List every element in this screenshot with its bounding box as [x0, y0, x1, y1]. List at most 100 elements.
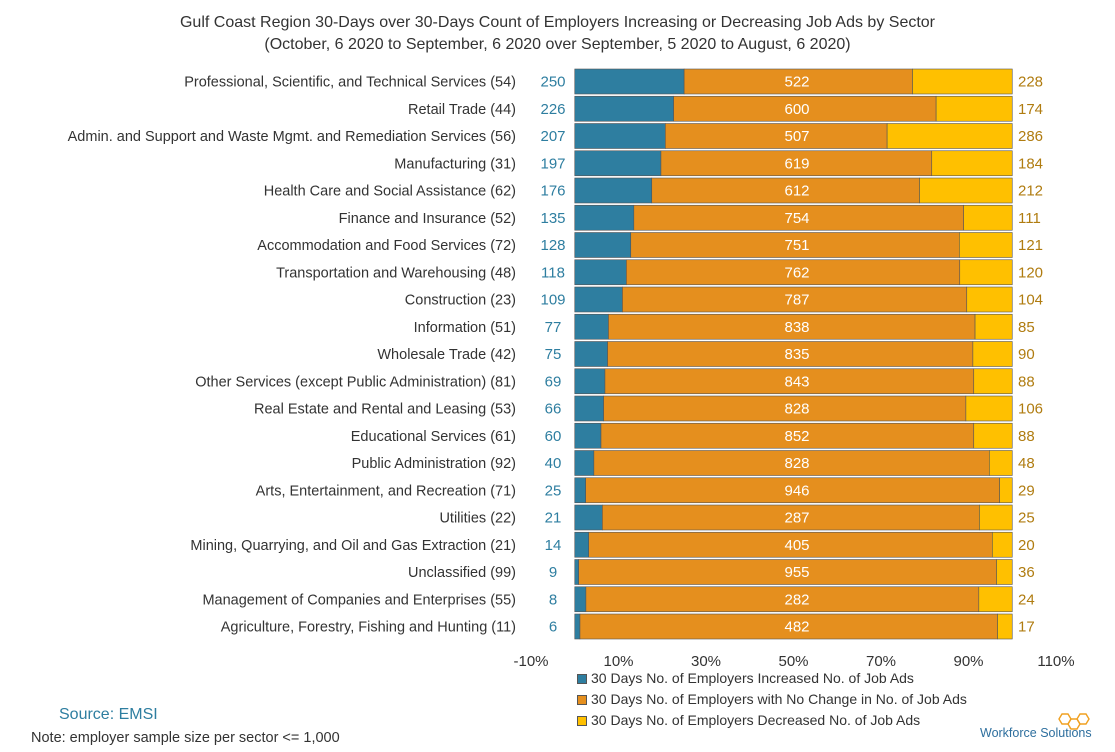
- data-label-no-change: 287: [784, 510, 809, 527]
- bar-decreased: [963, 204, 1013, 231]
- data-label-decreased: 121: [1018, 237, 1043, 254]
- bar-decreased: [974, 313, 1013, 340]
- data-label-decreased: 48: [1018, 455, 1035, 472]
- workforce-solutions-logo: Workforce Solutions: [980, 712, 1100, 746]
- bar-increased: [574, 422, 602, 449]
- bar-decreased: [935, 95, 1013, 122]
- category-label: Wholesale Trade (42): [377, 347, 516, 363]
- bar-decreased: [978, 586, 1013, 613]
- category-label: Health Care and Social Assistance (62): [264, 184, 516, 200]
- data-label-increased: 176: [540, 183, 565, 200]
- bar-no-change: [683, 68, 913, 95]
- x-tick-label: -10%: [513, 653, 548, 670]
- data-label-no-change: 828: [784, 455, 809, 472]
- data-label-decreased: 184: [1018, 155, 1043, 172]
- hexagon-logo-icon: [1058, 713, 1090, 730]
- bar-decreased: [999, 477, 1013, 504]
- category-label: Transportation and Warehousing (48): [276, 265, 516, 281]
- data-label-no-change: 828: [784, 401, 809, 418]
- x-tick-label: 110%: [1037, 653, 1074, 670]
- bar-decreased: [931, 150, 1013, 177]
- data-label-decreased: 85: [1018, 319, 1035, 336]
- bar-decreased: [973, 422, 1013, 449]
- data-label-decreased: 174: [1018, 101, 1043, 118]
- data-label-increased: 135: [540, 210, 565, 227]
- x-tick-label: 50%: [778, 653, 808, 670]
- data-label-decreased: 120: [1018, 264, 1043, 281]
- bar-no-change: [651, 177, 920, 204]
- data-label-increased: 118: [541, 264, 565, 281]
- data-label-decreased: 29: [1018, 482, 1035, 499]
- data-label-increased: 6: [549, 619, 557, 636]
- data-label-decreased: 17: [1018, 619, 1035, 636]
- data-label-increased: 21: [545, 510, 562, 527]
- data-label-increased: 75: [545, 346, 562, 363]
- bar-increased: [574, 368, 606, 395]
- data-label-increased: 128: [540, 237, 565, 254]
- data-label-no-change: 754: [784, 210, 809, 227]
- data-label-no-change: 955: [784, 564, 809, 581]
- data-label-decreased: 88: [1018, 428, 1035, 445]
- bar-decreased: [979, 504, 1013, 531]
- category-label: Mining, Quarrying, and Oil and Gas Extra…: [190, 538, 516, 554]
- bar-decreased: [959, 232, 1013, 258]
- category-label: Retail Trade (44): [408, 102, 516, 118]
- category-label: Unclassified (99): [408, 565, 516, 581]
- bar-decreased: [959, 259, 1013, 286]
- data-label-no-change: 600: [784, 101, 809, 118]
- data-label-increased: 9: [549, 564, 557, 581]
- bar-increased: [574, 204, 635, 231]
- bar-increased: [574, 313, 609, 340]
- data-label-increased: 197: [540, 155, 565, 172]
- category-label: Accommodation and Food Services (72): [257, 238, 516, 254]
- legend-swatch: [577, 673, 587, 684]
- bar-increased: [574, 177, 653, 204]
- data-label-no-change: 619: [784, 155, 809, 172]
- category-label: Information (51): [414, 320, 516, 336]
- data-label-decreased: 36: [1018, 564, 1035, 581]
- data-label-no-change: 522: [784, 74, 809, 91]
- bar-increased: [574, 531, 590, 558]
- data-label-increased: 226: [540, 101, 565, 118]
- bar-no-change: [602, 504, 980, 531]
- sample-size-note: Note: employer sample size per sector <=…: [31, 730, 340, 746]
- data-label-increased: 250: [540, 74, 565, 91]
- data-label-no-change: 835: [784, 346, 809, 363]
- bar-increased: [574, 613, 581, 640]
- category-label: Educational Services (61): [351, 429, 516, 445]
- bar-increased: [574, 450, 595, 476]
- bar-no-change: [604, 368, 975, 395]
- bar-no-change: [626, 259, 961, 286]
- data-label-decreased: 25: [1018, 510, 1035, 527]
- data-label-decreased: 24: [1018, 591, 1035, 608]
- bar-no-change: [630, 232, 960, 258]
- data-label-no-change: 482: [784, 619, 809, 636]
- data-label-no-change: 751: [784, 237, 809, 254]
- data-label-increased: 14: [545, 537, 562, 554]
- bar-decreased: [992, 531, 1013, 558]
- data-label-increased: 66: [545, 401, 562, 418]
- data-label-increased: 109: [540, 292, 565, 309]
- category-label: Management of Companies and Enterprises …: [202, 592, 516, 608]
- bar-decreased: [965, 395, 1013, 422]
- category-label: Public Administration (92): [352, 456, 516, 472]
- bar-decreased: [886, 123, 1013, 149]
- bar-increased: [574, 150, 662, 177]
- bar-increased: [574, 341, 608, 367]
- chart-subtitle: (October, 6 2020 to September, 6 2020 ov…: [264, 36, 851, 53]
- data-label-no-change: 787: [784, 292, 809, 309]
- bar-increased: [574, 95, 674, 122]
- category-label: Other Services (except Public Administra…: [195, 374, 516, 390]
- category-label: Professional, Scientific, and Technical …: [184, 75, 516, 91]
- legend-item: 30 Days No. of Employers with No Change …: [577, 689, 967, 710]
- bar-decreased: [973, 368, 1013, 395]
- logo-text: Workforce Solutions: [980, 726, 1092, 740]
- chart-title-line1: Gulf Coast Region 30-Days over 30-Days C…: [179, 14, 936, 31]
- bar-increased: [574, 504, 603, 531]
- data-label-decreased: 212: [1018, 183, 1043, 200]
- source-note: Source: EMSI: [59, 706, 158, 723]
- data-label-increased: 60: [545, 428, 562, 445]
- bar-decreased: [912, 68, 1013, 95]
- bar-increased: [574, 286, 623, 313]
